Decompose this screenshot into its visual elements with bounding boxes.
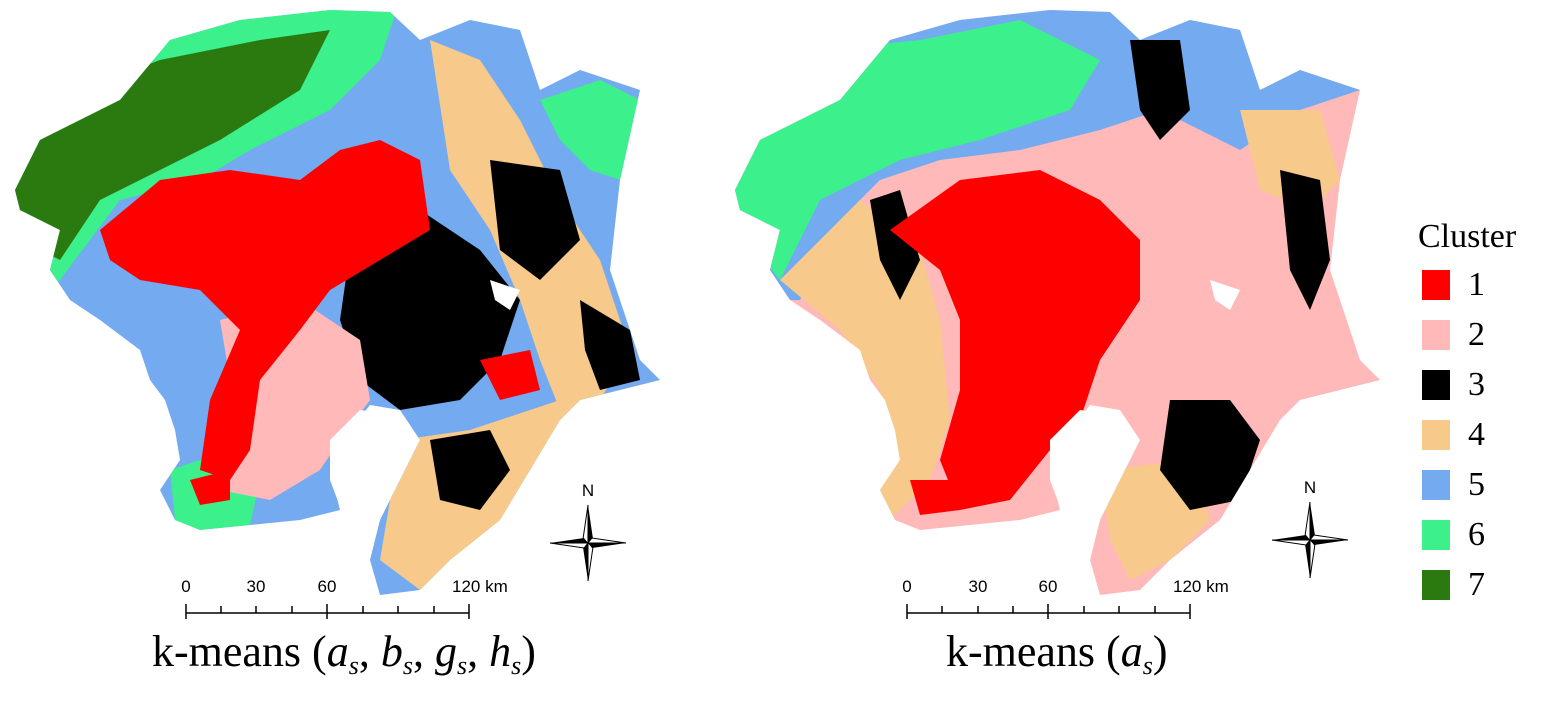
legend-label: 4 — [1468, 416, 1485, 453]
north-label: N — [1304, 478, 1316, 497]
map-panel-right: N 0 30 60 120 km k-means (as) — [720, 0, 1420, 708]
title-variable: g — [434, 627, 457, 676]
scale-label-60: 60 — [1039, 577, 1058, 596]
cluster-legend: Cluster 1 2 3 4 5 6 7 — [1418, 218, 1558, 610]
north-label: N — [582, 481, 594, 500]
scale-label-0: 0 — [902, 577, 911, 596]
map-panel-left: N 0 30 60 120 km k-means (as, bs, gs, hs… — [0, 0, 700, 708]
legend-item-4: 4 — [1418, 410, 1558, 460]
title-subscript: s — [456, 651, 468, 680]
legend-item-6: 6 — [1418, 510, 1558, 560]
title-subscript: s — [1142, 651, 1153, 680]
legend-item-2: 2 — [1418, 310, 1558, 360]
scale-label-30: 30 — [969, 577, 988, 596]
title-suffix: ) — [1152, 627, 1168, 676]
legend-swatch — [1422, 470, 1450, 500]
legend-item-5: 5 — [1418, 460, 1558, 510]
title-subscript: s — [402, 651, 413, 680]
legend-title: Cluster — [1418, 218, 1517, 255]
scale-label-120: 120 km — [452, 577, 508, 596]
title-subscript: s — [348, 651, 359, 680]
legend-swatch — [1422, 420, 1450, 450]
legend-item-7: 7 — [1418, 560, 1558, 610]
legend-label: 3 — [1468, 366, 1485, 403]
legend-swatch — [1422, 320, 1450, 350]
cluster-map-right: N 0 30 60 120 km — [735, 10, 1380, 619]
legend-label: 1 — [1468, 266, 1485, 303]
legend-swatch — [1422, 520, 1450, 550]
legend-label: 2 — [1468, 316, 1485, 353]
title-subscript: s — [511, 651, 522, 680]
scale-label-60: 60 — [318, 577, 337, 596]
north-arrow-icon: N — [549, 481, 627, 582]
scale-label-0: 0 — [181, 577, 190, 596]
title-prefix: k-means ( — [946, 627, 1121, 676]
title-variable: a — [1120, 627, 1143, 676]
legend-item-1: 1 — [1418, 260, 1558, 310]
title-variable: b — [380, 627, 403, 676]
legend-swatch — [1422, 370, 1450, 400]
scale-label-120: 120 km — [1173, 577, 1229, 596]
cluster-regions-right — [735, 10, 1380, 595]
scale-bar: 0 30 60 120 km — [181, 577, 508, 619]
title-variable: h — [489, 627, 512, 676]
cluster-map-left: N 0 30 60 120 km — [15, 10, 660, 619]
legend-swatch — [1422, 270, 1450, 300]
legend-label: 7 — [1468, 566, 1485, 603]
cluster-regions-left — [15, 10, 660, 595]
scale-label-30: 30 — [247, 577, 266, 596]
legend-swatch — [1422, 570, 1450, 600]
north-arrow-icon: N — [1271, 478, 1349, 579]
title-suffix: ) — [521, 627, 536, 676]
legend-label: 6 — [1468, 516, 1485, 553]
legend-item-3: 3 — [1418, 360, 1558, 410]
legend-label: 5 — [1468, 466, 1485, 503]
scale-bar: 0 30 60 120 km — [902, 577, 1229, 619]
title-prefix: k-means ( — [152, 627, 327, 676]
title-variable: a — [326, 627, 349, 676]
map-title-right: k-means (as) — [946, 626, 1168, 681]
map-title-left: k-means (as, bs, gs, hs) — [152, 627, 536, 680]
